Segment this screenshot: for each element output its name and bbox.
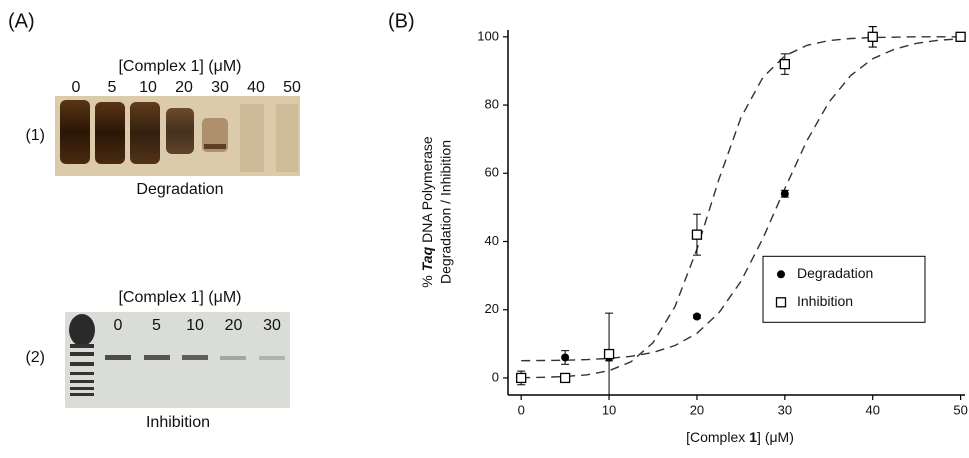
lane-label: 10 bbox=[186, 317, 204, 334]
y-axis-label: % Taq DNA Polymerase bbox=[419, 136, 435, 288]
marker bbox=[775, 297, 787, 308]
marker bbox=[779, 58, 790, 70]
marker bbox=[561, 353, 570, 362]
lane-label: 10 bbox=[139, 79, 157, 96]
x-tick-label: 0 bbox=[518, 402, 525, 417]
y-axis-label: Degradation / Inhibition bbox=[438, 140, 454, 284]
gel-axis-title: [Complex 1] (μM) bbox=[118, 289, 241, 306]
y-tick-label: 60 bbox=[485, 165, 499, 180]
legend-box bbox=[762, 255, 926, 323]
lane-label: 0 bbox=[114, 317, 123, 334]
y-axis-label-part: Taq bbox=[419, 246, 435, 271]
x-axis-label-part: ] (μM) bbox=[757, 429, 794, 445]
marker bbox=[955, 31, 966, 42]
x-tick-label: 40 bbox=[865, 402, 879, 417]
x-axis-label-part: [Complex bbox=[686, 429, 745, 445]
lane-label: 0 bbox=[72, 79, 81, 96]
fit-curve bbox=[521, 38, 961, 362]
y-tick-label: 40 bbox=[485, 233, 499, 248]
marker bbox=[691, 229, 703, 240]
x-axis-label-part: 1 bbox=[749, 429, 757, 445]
y-tick-label: 20 bbox=[485, 301, 499, 316]
y-tick-label: 80 bbox=[485, 96, 499, 111]
y-axis-label-part: % bbox=[419, 275, 435, 287]
fit-curve bbox=[521, 36, 961, 379]
gel-caption: Inhibition bbox=[146, 414, 210, 431]
gel-caption: Degradation bbox=[136, 181, 223, 198]
gel-label: (1) bbox=[25, 127, 45, 144]
x-tick-label: 10 bbox=[602, 402, 616, 417]
gel-axis-title: [Complex 1] (μM) bbox=[118, 58, 241, 75]
legend-label: Inhibition bbox=[797, 293, 853, 309]
lane-label: 20 bbox=[175, 79, 193, 96]
lane-label: 20 bbox=[225, 317, 243, 334]
marker bbox=[692, 312, 701, 321]
lane-label: 5 bbox=[108, 79, 117, 96]
marker bbox=[516, 372, 527, 384]
x-tick-label: 20 bbox=[690, 402, 704, 417]
lane-label: 5 bbox=[152, 317, 161, 334]
gel-label: (2) bbox=[25, 349, 45, 366]
lane-label: 30 bbox=[263, 317, 281, 334]
gel-image bbox=[65, 312, 290, 408]
y-axis-label-part: DNA Polymerase bbox=[419, 136, 435, 243]
x-tick-label: 30 bbox=[778, 402, 792, 417]
x-axis-label: [Complex 1] (μM) bbox=[686, 429, 794, 445]
marker bbox=[780, 189, 789, 198]
gel-image bbox=[55, 96, 300, 176]
lane-label: 30 bbox=[211, 79, 229, 96]
y-tick-label: 0 bbox=[492, 369, 499, 384]
marker bbox=[559, 372, 571, 384]
x-tick-label: 50 bbox=[953, 402, 967, 417]
legend: Degradation Inhibition bbox=[762, 255, 926, 323]
panel-label: (B) bbox=[388, 10, 415, 32]
y-tick-label: 100 bbox=[477, 28, 499, 43]
marker bbox=[867, 31, 878, 42]
legend-label: Degradation bbox=[797, 265, 873, 281]
lane-label: 40 bbox=[247, 79, 265, 96]
panel-label: (A) bbox=[8, 10, 35, 32]
lane-label: 50 bbox=[283, 79, 301, 96]
marker bbox=[603, 348, 615, 360]
marker bbox=[777, 270, 785, 279]
